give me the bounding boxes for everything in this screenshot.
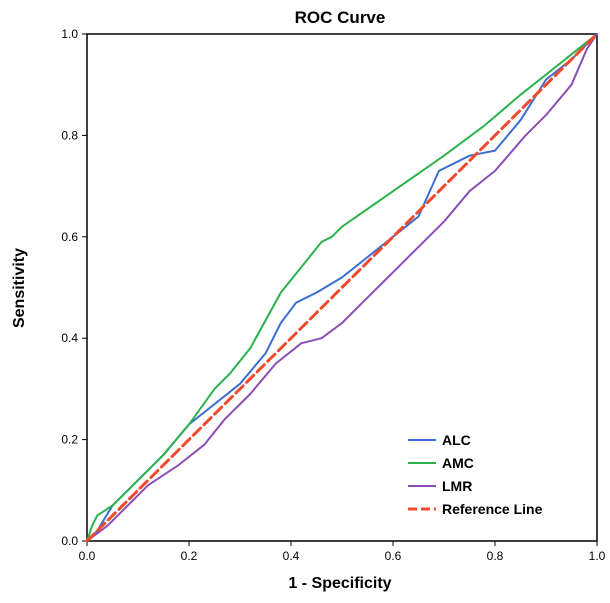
y-axis-label: Sensitivity [11,248,28,328]
series-line-amc [86,33,598,542]
x-tick-label: 0.2 [181,549,198,563]
chart-title: ROC Curve [295,8,386,27]
x-tick-label: 0.8 [487,549,504,563]
x-tick-label: 0.6 [385,549,402,563]
y-tick-label: 0.6 [61,230,78,244]
x-tick-label: 1.0 [589,549,606,563]
plot-frame [86,33,598,542]
series-line-lmr [86,33,598,542]
x-tick-label: 0.0 [79,549,96,563]
y-tick-label: 0.4 [61,331,78,345]
y-tick-label: 0.0 [61,534,78,548]
legend-label-reference-line: Reference Line [442,501,543,517]
x-tick-label: 0.4 [283,549,300,563]
x-axis-label: 1 - Specificity [288,575,391,592]
axes: 0.0 0.2 0.4 0.6 0.8 1.0 0.0 0.2 0.4 0.6 0.8 1.0 [61,27,605,563]
series-line-reference-line [85,32,599,543]
y-tick-label: 0.8 [61,128,78,142]
legend: ALC AMC LMR Reference Line [408,432,543,517]
legend-label-amc: AMC [442,455,474,471]
series-lines [85,32,599,543]
y-tick-label: 0.2 [61,433,78,447]
y-tick-label: 1.0 [61,27,78,41]
legend-label-alc: ALC [442,432,471,448]
legend-label-lmr: LMR [442,478,472,494]
